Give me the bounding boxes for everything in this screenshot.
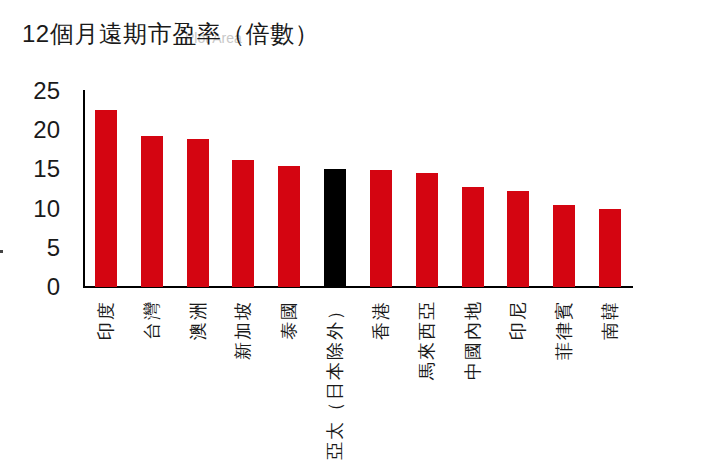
bar-11 xyxy=(553,205,575,287)
y-tick-label: 10 xyxy=(14,197,60,221)
x-axis-label: 亞太（日本除外） xyxy=(325,300,345,467)
chart-container: Plot Area 12個月遠期市盈率（倍數） 0510152025 印度台灣澳… xyxy=(0,0,717,467)
x-axis-label: 台灣 xyxy=(142,300,162,467)
bar-3 xyxy=(187,139,209,287)
bar-4 xyxy=(232,160,254,287)
y-tick-label: 0 xyxy=(14,275,60,299)
y-tick-label: 25 xyxy=(14,79,60,103)
x-axis-label: 印尼 xyxy=(508,300,528,467)
bar-1 xyxy=(95,110,117,287)
bar-2 xyxy=(141,136,163,287)
bar-12 xyxy=(599,209,621,287)
x-axis-label: 中國內地 xyxy=(463,300,483,467)
bar-6 xyxy=(324,169,346,287)
bar-9 xyxy=(462,187,484,287)
bar-7 xyxy=(370,170,392,287)
y-tick-label: 15 xyxy=(14,157,60,181)
bar-8 xyxy=(416,173,438,287)
x-axis-label: 泰國 xyxy=(279,300,299,467)
x-axis-label: 新加坡 xyxy=(233,300,253,467)
bar-5 xyxy=(278,166,300,287)
x-axis-label: 馬來西亞 xyxy=(417,300,437,467)
cropped-edge-artifact xyxy=(0,250,3,253)
y-axis-line xyxy=(83,90,85,288)
y-tick-label: 20 xyxy=(14,118,60,142)
x-axis-line xyxy=(83,286,633,288)
x-axis-label: 南韓 xyxy=(600,300,620,467)
x-axis-label: 澳洲 xyxy=(188,300,208,467)
bar-10 xyxy=(507,191,529,287)
chart-title: 12個月遠期市盈率（倍數） xyxy=(22,21,319,47)
y-tick-label: 5 xyxy=(14,236,60,260)
x-axis-label: 香港 xyxy=(371,300,391,467)
x-axis-label: 菲律賓 xyxy=(554,300,574,467)
x-axis-label: 印度 xyxy=(96,300,116,467)
